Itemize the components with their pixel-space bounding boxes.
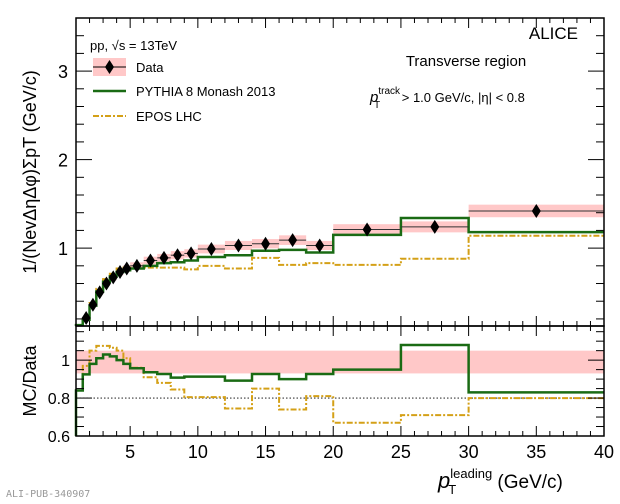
epos-ratio-curve: [75, 344, 604, 436]
data-point: [132, 258, 142, 273]
legend-epos-label: EPOS LHC: [136, 109, 202, 124]
lower-y-axis-title: MC/Data: [20, 345, 40, 417]
data-point: [145, 253, 155, 268]
lower-frame: [75, 325, 605, 437]
y-tick-label: 1: [61, 353, 70, 370]
data-point: [81, 311, 91, 326]
x-tick-label: 20: [323, 442, 343, 462]
x-tick-label: 15: [256, 442, 276, 462]
legend: Data PYTHIA 8 Monash 2013 EPOS LHC: [93, 58, 275, 124]
y-tick-label: 0.8: [48, 391, 70, 408]
data-point: [122, 261, 132, 276]
data-point: [206, 242, 216, 256]
data-point: [101, 276, 111, 291]
data-point: [430, 219, 440, 234]
data-point: [315, 238, 325, 253]
lower-syst-band: [76, 350, 604, 399]
data-point: [108, 270, 118, 285]
x-tick-label: 30: [459, 442, 479, 462]
legend-data-marker: [105, 60, 114, 74]
data-markers: [81, 203, 604, 326]
upper-syst-bands: [82, 204, 604, 319]
axes: 5 10 15 20 25 30 35 40 1 2 3 0.6 0.8 1: [48, 17, 614, 462]
legend-pythia-label: PYTHIA 8 Monash 2013: [136, 84, 275, 99]
data-point: [362, 222, 372, 237]
x-tick-label: 10: [188, 442, 208, 462]
y-tick-label: 1: [58, 239, 68, 259]
data-point: [531, 203, 541, 218]
data-point: [173, 248, 183, 263]
legend-data-label: Data: [136, 60, 164, 75]
x-tick-label: 40: [594, 442, 614, 462]
data-point: [233, 238, 243, 253]
region-label: Transverse region: [406, 53, 526, 70]
y-tick-label: 2: [58, 151, 68, 171]
data-point: [115, 265, 125, 280]
footer-id: ALI-PUB-340907: [6, 489, 90, 500]
epos-upper-curve: [75, 234, 604, 327]
data-point: [95, 285, 105, 300]
ratio-syst-band: [76, 350, 604, 374]
data-point: [261, 236, 271, 251]
data-point: [88, 297, 98, 312]
x-tick-label: 5: [125, 442, 135, 462]
experiment-label: ALICE: [529, 24, 578, 43]
collision-label: pp, √s = 13TeV: [90, 38, 177, 53]
curves: [74, 216, 604, 436]
y-tick-label: 0.6: [48, 429, 70, 446]
cut-label: ptrack T > 1.0 GeV/c, |η| < 0.8: [369, 86, 525, 111]
pythia-upper-curve: [74, 216, 604, 327]
data-point: [159, 250, 169, 265]
x-tick-label: 35: [526, 442, 546, 462]
data-point: [288, 233, 298, 248]
data-point: [186, 246, 196, 261]
x-tick-label: 25: [391, 442, 411, 462]
y-tick-label: 3: [58, 62, 68, 82]
upper-y-axis-title: 1/(NevΔηΔφ)ΣpT (GeV/c): [20, 70, 40, 274]
pythia-ratio-curve: [74, 343, 604, 436]
x-axis-title: pleading T (GeV/c): [437, 466, 563, 497]
